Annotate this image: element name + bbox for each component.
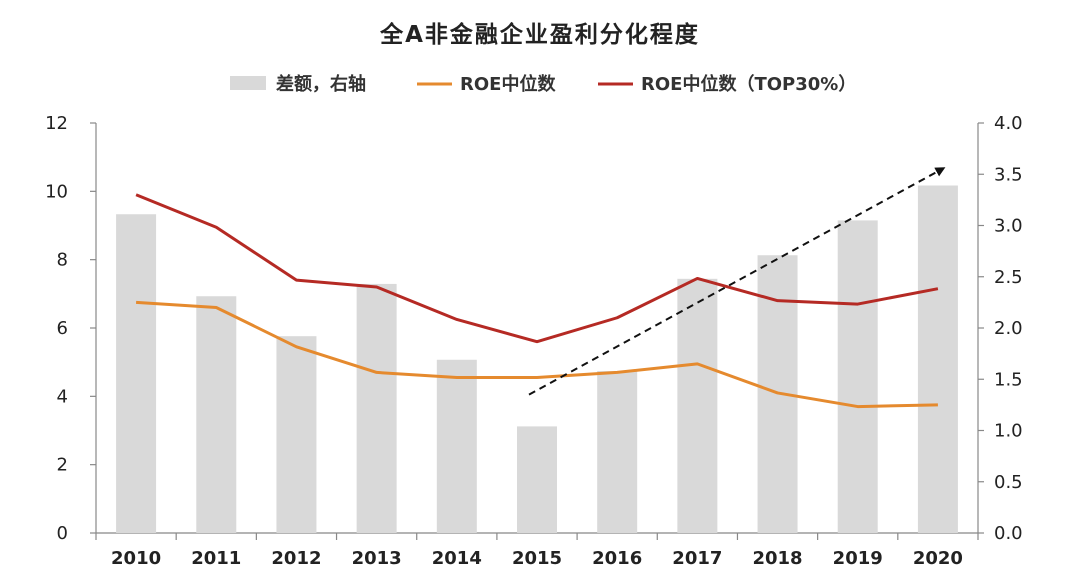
y-right-tick-label: 2.0 bbox=[994, 318, 1023, 339]
bar bbox=[517, 426, 557, 533]
bar bbox=[116, 214, 157, 533]
y-left-tick-label: 6 bbox=[57, 318, 68, 339]
x-tick-label: 2011 bbox=[191, 548, 241, 569]
x-tick-label: 2016 bbox=[592, 548, 642, 569]
y-right-tick-label: 1.5 bbox=[994, 369, 1023, 390]
y-left-tick-label: 2 bbox=[57, 455, 68, 476]
bar bbox=[677, 278, 718, 533]
x-tick-label: 2019 bbox=[833, 548, 883, 569]
tick-labels: 0 2 4 6 8 10 12 0.0 0.5 1.0 1.5 2.0 2.5 3.0 3.5 4.0 2010… bbox=[45, 113, 1023, 569]
x-tick-label: 2015 bbox=[512, 548, 562, 569]
bar-series-gap bbox=[116, 185, 958, 533]
y-left-tick-label: 0 bbox=[57, 523, 68, 544]
y-right-tick-label: 3.5 bbox=[994, 164, 1023, 185]
legend: 差额，右轴 ROE中位数 ROE中位数（TOP30%） bbox=[230, 73, 856, 95]
x-tick-label: 2014 bbox=[432, 548, 482, 569]
y-right-tick-label: 1.0 bbox=[994, 421, 1023, 442]
x-tick-label: 2020 bbox=[913, 548, 963, 569]
bar bbox=[196, 296, 237, 533]
bar bbox=[837, 220, 878, 533]
y-right-tick-label: 3.0 bbox=[994, 216, 1023, 237]
trend-arrow bbox=[528, 167, 946, 396]
x-tick-label: 2012 bbox=[271, 548, 321, 569]
x-tick-label: 2013 bbox=[352, 548, 402, 569]
bar bbox=[917, 185, 958, 533]
legend-swatch-gap bbox=[230, 76, 266, 90]
legend-label-roe-top30: ROE中位数（TOP30%） bbox=[641, 73, 856, 95]
y-left-tick-label: 4 bbox=[57, 386, 68, 407]
legend-label-gap: 差额，右轴 bbox=[276, 73, 366, 95]
chart-title: 全A非金融企业盈利分化程度 bbox=[379, 21, 700, 48]
x-tick-label: 2017 bbox=[672, 548, 722, 569]
y-right-tick-label: 0.0 bbox=[994, 523, 1023, 544]
y-right-tick-label: 4.0 bbox=[994, 113, 1023, 134]
bar bbox=[356, 283, 397, 533]
y-right-tick-label: 2.5 bbox=[994, 267, 1023, 288]
bar bbox=[436, 359, 477, 533]
y-left-tick-label: 12 bbox=[45, 113, 68, 134]
y-left-tick-label: 8 bbox=[57, 250, 68, 271]
annotations bbox=[528, 167, 946, 396]
bar bbox=[276, 336, 317, 533]
y-right-tick-label: 0.5 bbox=[994, 472, 1023, 493]
bar bbox=[597, 371, 638, 533]
x-tick-label: 2018 bbox=[752, 548, 802, 569]
line-series-group bbox=[135, 193, 939, 409]
x-tick-label: 2010 bbox=[111, 548, 161, 569]
line-roe-top30 bbox=[135, 193, 939, 344]
line-roe-median bbox=[135, 300, 938, 409]
legend-label-roe-median: ROE中位数 bbox=[460, 73, 556, 95]
y-left-tick-label: 10 bbox=[45, 181, 68, 202]
